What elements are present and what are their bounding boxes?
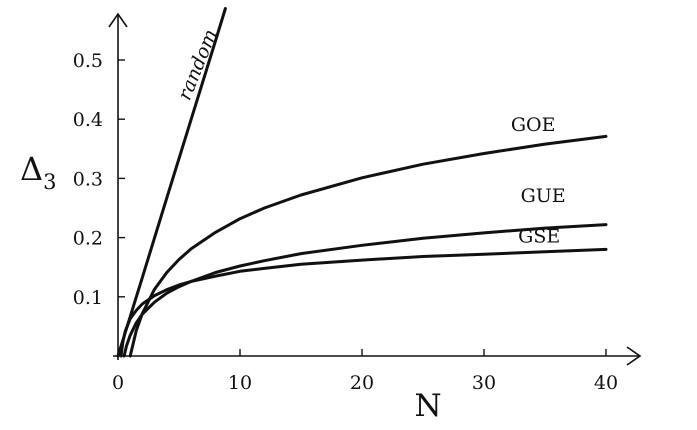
ticks: 0 10 20 30 40 0.1 0.2 0.3 0.4 0.5 xyxy=(73,50,618,394)
x-tick-label: 40 xyxy=(594,372,618,394)
series-line-random xyxy=(116,7,227,358)
series-line-gue xyxy=(122,223,608,358)
x-tick-label: 10 xyxy=(228,372,252,394)
y-axis-label-symbol: Δ xyxy=(20,150,43,188)
x-tick-label: 30 xyxy=(472,372,496,394)
y-tick-label: 0.4 xyxy=(73,109,103,131)
curves xyxy=(116,7,608,358)
x-axis-arrow xyxy=(626,346,642,366)
x-axis-label: N xyxy=(414,388,441,424)
series-label-random: random xyxy=(174,26,222,103)
x-tick-label: 0 xyxy=(112,372,124,394)
y-axis-label-subscript: 3 xyxy=(43,170,56,194)
series-label-gse: GSE xyxy=(518,225,560,247)
y-tick-label: 0.2 xyxy=(73,228,103,250)
series-label-gue: GUE xyxy=(521,185,566,207)
series-line-gse xyxy=(119,247,608,358)
y-axis-arrow xyxy=(108,12,128,28)
y-tick-label: 0.1 xyxy=(73,287,103,309)
x-tick-label: 20 xyxy=(350,372,374,394)
y-axis-label: Δ3 xyxy=(20,150,56,194)
series-label-goe: GOE xyxy=(511,114,556,136)
axes xyxy=(108,12,642,366)
y-tick-label: 0.3 xyxy=(73,168,103,190)
y-tick-label: 0.5 xyxy=(73,50,103,72)
series-labels: random GOE GUE GSE xyxy=(174,26,566,247)
